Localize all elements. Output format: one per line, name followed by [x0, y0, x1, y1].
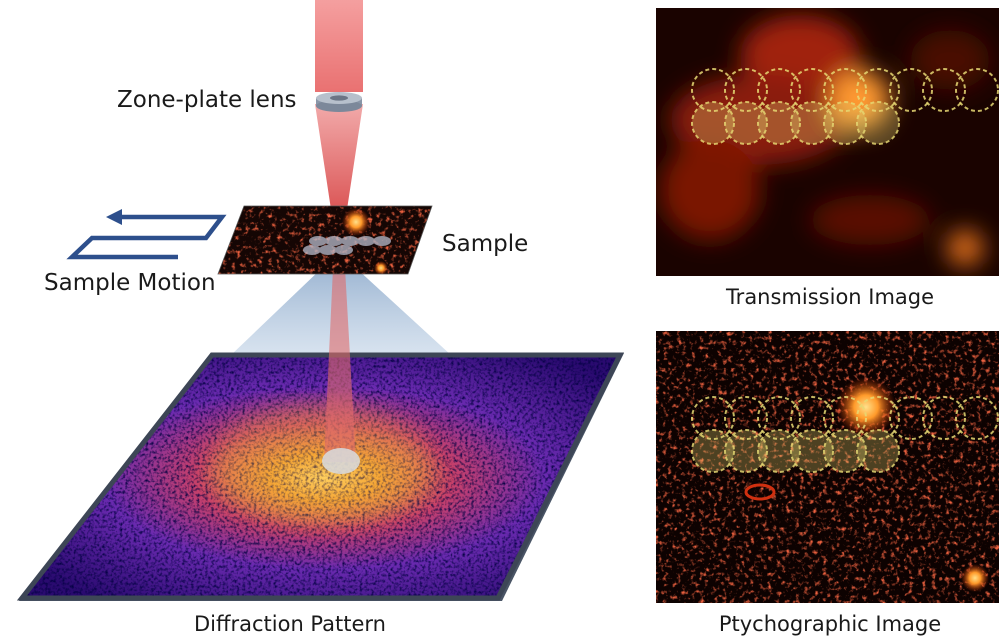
transmission-image — [656, 8, 999, 276]
scan-position-circle-ptychographic — [757, 429, 801, 473]
scan-position-circle-transmission — [691, 68, 735, 112]
diffraction-pattern-detector — [16, 352, 625, 601]
ptychographic-image-caption: Ptychographic Image — [718, 612, 942, 636]
scan-position-circle-transmission — [856, 101, 900, 145]
incident-beam — [315, 0, 363, 92]
transmitted-beam — [324, 268, 356, 462]
x-ray-beam — [315, 0, 363, 474]
scan-position-circle-transmission — [889, 68, 933, 112]
diffraction-pattern-caption: Diffraction Pattern — [194, 612, 386, 636]
scan-position-circle-ptychographic — [691, 396, 735, 440]
scan-position-circle-transmission — [757, 68, 801, 112]
scan-position-circle-transmission — [724, 101, 768, 145]
scan-position-circle-ptychographic — [724, 396, 768, 440]
scan-position-circle-ptychographic — [757, 396, 801, 440]
scan-position-circle-transmission — [724, 68, 768, 112]
scan-position-circle-ptychographic — [856, 429, 900, 473]
scan-position-circle-ptychographic — [823, 429, 867, 473]
transmission-image-caption: Transmission Image — [725, 285, 935, 309]
scan-position-circle-ptychographic — [955, 396, 999, 440]
scan-positions-transmission — [691, 68, 999, 145]
scan-position-circle-transmission — [922, 68, 966, 112]
sample-label: Sample — [442, 231, 529, 257]
scan-position-circle-ptychographic — [724, 429, 768, 473]
scan-position-circle-ptychographic — [856, 396, 900, 440]
sample-slide — [217, 205, 433, 275]
scan-positions-ptychographic — [691, 396, 999, 473]
scan-position-circle-transmission — [823, 68, 867, 112]
ptychographic-image — [656, 331, 999, 603]
sample-motion-label: Sample Motion — [44, 270, 216, 296]
scan-position-circle-transmission — [790, 68, 834, 112]
zone-plate-lens-icon — [316, 92, 362, 112]
scan-position-circle-transmission — [856, 68, 900, 112]
scan-position-circle-transmission — [955, 68, 999, 112]
scan-position-circle-transmission — [757, 101, 801, 145]
scan-position-circle-ptychographic — [889, 396, 933, 440]
scan-position-circle-ptychographic — [790, 429, 834, 473]
scan-position-circle-ptychographic — [922, 396, 966, 440]
scan-position-circle-ptychographic — [790, 396, 834, 440]
central-beam-spot — [322, 448, 360, 474]
serpentine-arrow-icon — [66, 209, 227, 260]
zone-plate-lens-label: Zone-plate lens — [117, 87, 297, 113]
focused-beam — [315, 104, 363, 216]
scan-position-circle-transmission — [823, 101, 867, 145]
scan-position-circle-transmission — [790, 101, 834, 145]
scan-position-circle-ptychographic — [691, 429, 735, 473]
scan-position-circle-transmission — [691, 101, 735, 145]
scan-position-circle-ptychographic — [823, 396, 867, 440]
